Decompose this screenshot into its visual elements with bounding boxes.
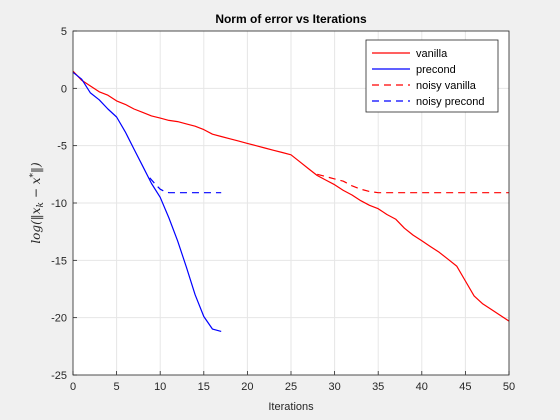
series-line-noisy-precond (149, 177, 222, 194)
y-axis-label: log(‖xk − x*‖) (29, 162, 46, 244)
x-tick-label: 35 (372, 381, 384, 393)
x-tick-label: 25 (285, 381, 297, 393)
plot-border (72, 30, 510, 376)
x-tick-label: 30 (328, 381, 340, 393)
y-tick-labels: 5 0 -5 -10 -15 -20 -25 (51, 26, 67, 382)
legend-label: precond (416, 64, 456, 76)
y-tick-label: -20 (51, 313, 67, 325)
chart-title: Norm of error vs Iterations (215, 12, 367, 26)
x-tick-label: 20 (241, 381, 253, 393)
series-line-vanilla (72, 70, 510, 322)
y-tick-label: -25 (51, 370, 67, 382)
y-tick-label: 0 (61, 83, 67, 95)
legend: vanilla precond noisy vanilla noisy precond (365, 39, 499, 113)
x-axis-label: Iterations (268, 401, 314, 413)
x-tick-label: 40 (416, 381, 428, 393)
y-tick-label: -15 (51, 255, 67, 267)
series-layer (72, 70, 510, 332)
x-tick-label: 15 (198, 381, 210, 393)
series-line-precond (72, 71, 222, 332)
legend-label: vanilla (416, 48, 448, 60)
legend-label: noisy precond (416, 96, 485, 108)
x-tick-label: 0 (70, 381, 76, 393)
x-tick-label: 5 (114, 381, 120, 393)
x-tick-label: 45 (459, 381, 471, 393)
x-tick-labels: 0 5 10 15 20 25 30 35 40 45 50 (70, 381, 515, 393)
y-tick-label: -5 (57, 141, 67, 153)
y-tick-label: -10 (51, 198, 67, 210)
legend-label: noisy vanilla (416, 80, 477, 92)
x-tick-label: 10 (154, 381, 166, 393)
y-tick-label: 5 (61, 26, 67, 38)
x-tick-label: 50 (503, 381, 515, 393)
legend-box (365, 39, 499, 113)
